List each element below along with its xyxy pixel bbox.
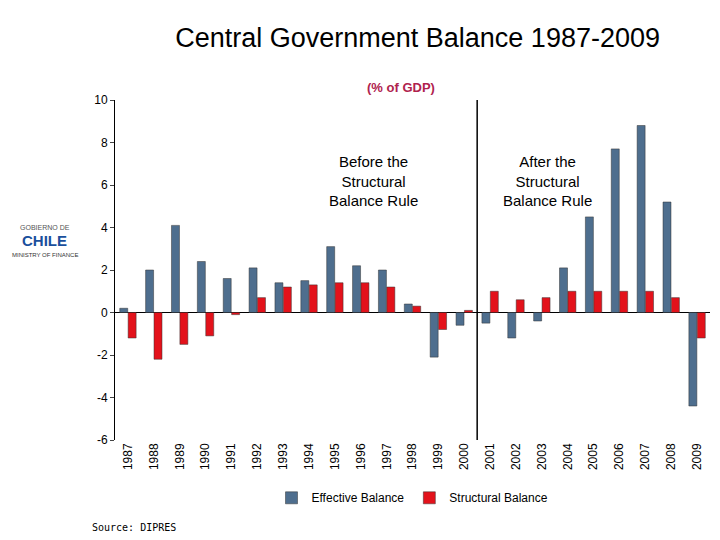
svg-text:1989: 1989	[173, 443, 187, 470]
svg-text:Source: DIPRES: Source: DIPRES	[92, 522, 176, 533]
svg-text:2009: 2009	[690, 443, 704, 470]
svg-text:2: 2	[101, 263, 108, 277]
svg-text:CHILE: CHILE	[22, 232, 67, 249]
svg-text:1995: 1995	[328, 443, 342, 470]
svg-text:2003: 2003	[535, 443, 549, 470]
svg-text:2004: 2004	[561, 443, 575, 470]
svg-text:1999: 1999	[431, 443, 445, 470]
svg-text:2002: 2002	[509, 443, 523, 470]
svg-text:GOBIERNO DE: GOBIERNO DE	[20, 224, 70, 231]
svg-text:0: 0	[101, 306, 108, 320]
svg-text:-4: -4	[97, 391, 108, 405]
svg-text:1992: 1992	[250, 443, 264, 470]
svg-text:2000: 2000	[457, 443, 471, 470]
svg-text:1987: 1987	[121, 443, 135, 470]
svg-text:1997: 1997	[380, 443, 394, 470]
svg-text:6: 6	[101, 178, 108, 192]
svg-text:(% of GDP): (% of GDP)	[367, 80, 435, 95]
svg-text:1996: 1996	[354, 443, 368, 470]
svg-text:4: 4	[101, 221, 108, 235]
svg-text:8: 8	[101, 136, 108, 150]
svg-text:2008: 2008	[664, 443, 678, 470]
svg-text:1994: 1994	[302, 443, 316, 470]
svg-text:2005: 2005	[586, 443, 600, 470]
svg-text:2006: 2006	[612, 443, 626, 470]
svg-text:Before theStructuralBalance Ru: Before theStructuralBalance Rule	[329, 153, 418, 209]
svg-text:2001: 2001	[483, 443, 497, 470]
svg-text:-2: -2	[97, 348, 108, 362]
svg-text:1988: 1988	[147, 443, 161, 470]
svg-text:1998: 1998	[405, 443, 419, 470]
svg-text:10: 10	[94, 93, 108, 107]
svg-text:MINISTRY OF FINANCE: MINISTRY OF FINANCE	[12, 252, 78, 258]
svg-text:1991: 1991	[224, 443, 238, 470]
svg-text:Structural Balance: Structural Balance	[449, 491, 547, 505]
svg-text:After theStructuralBalance Rul: After theStructuralBalance Rule	[503, 153, 592, 209]
svg-text:Central Government Balance 198: Central Government Balance 1987-2009	[175, 23, 660, 53]
svg-text:2007: 2007	[638, 443, 652, 470]
svg-text:1993: 1993	[276, 443, 290, 470]
svg-text:1990: 1990	[198, 443, 212, 470]
svg-text:-6: -6	[97, 433, 108, 447]
svg-text:Effective Balance: Effective Balance	[312, 491, 405, 505]
